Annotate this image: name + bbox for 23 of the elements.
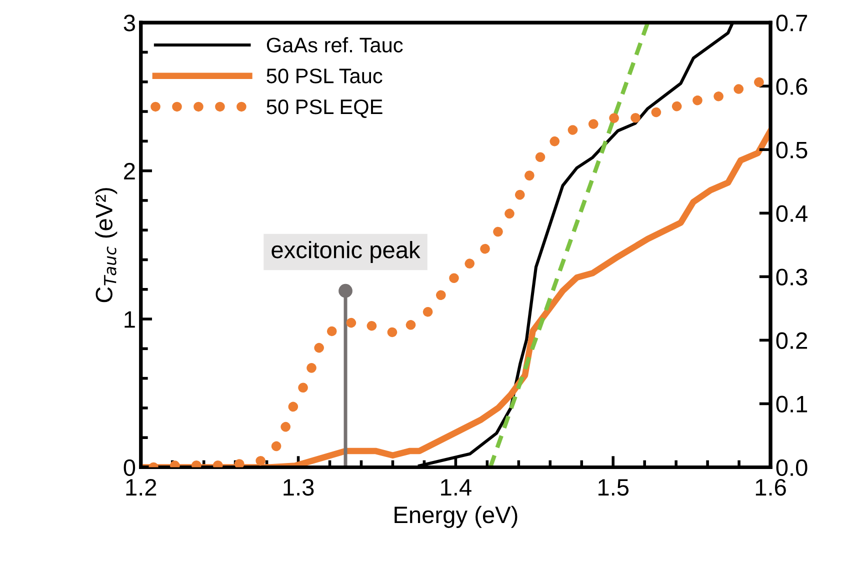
legend-label: 50 PSL Tauc <box>266 68 382 84</box>
x-tick-label: 1.4 <box>441 479 472 496</box>
y2-tick-label: 0.3 <box>776 268 808 286</box>
legend-label: 50 PSL EQE <box>266 99 382 118</box>
y2-tick-label: 0.2 <box>776 332 808 349</box>
x-tick-label: 1.2 <box>126 478 156 496</box>
x-tick-label: 1.6 <box>756 478 786 496</box>
y-tick-label: 0 <box>124 459 136 476</box>
y2-tick-label: 0.1 <box>776 396 808 413</box>
y2-tick-label: 0.7 <box>776 14 808 32</box>
y-tick-label: 1 <box>124 311 135 328</box>
annotation: excitonic peak <box>272 240 420 263</box>
legend-label: GaAs ref. Tauc <box>266 37 403 52</box>
x-tick-label: 1.5 <box>598 479 629 496</box>
y2-tick-label: 0.0 <box>776 459 808 476</box>
y2-tick-label: 0.4 <box>776 205 808 222</box>
x-axis-title: Energy (eV) <box>394 506 518 528</box>
x-tick-label: 1.3 <box>284 478 314 496</box>
y-axis-title: C$_{Tauc}$ (eV²) <box>95 188 118 302</box>
y2-tick-label: 0.6 <box>776 78 808 95</box>
y2-tick-label: 0.5 <box>776 142 808 158</box>
y-tick-label: 2 <box>124 162 135 180</box>
y-tick-label: 3 <box>124 14 135 32</box>
